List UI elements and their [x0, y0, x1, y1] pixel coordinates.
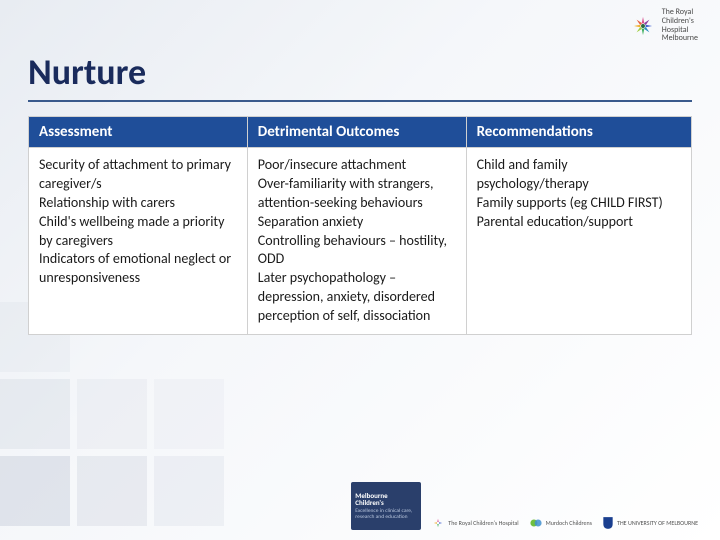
table-header-row: Assessment Detrimental Outcomes Recommen…: [29, 117, 692, 148]
partner-logo-unimelb: THE UNIVERSITY OF MELBOURNE: [602, 516, 698, 530]
starburst-icon: [431, 516, 445, 530]
melbourne-childrens-badge: Melbourne Children's Excellence in clini…: [351, 482, 421, 530]
cell-recommendations: Child and family psychology/therapyFamil…: [466, 148, 691, 335]
slide-title: Nurture: [28, 50, 692, 102]
logo-line4: Melbourne: [662, 34, 698, 43]
partner-logo-murdoch: Murdoch Childrens: [529, 516, 592, 530]
starburst-icon: [630, 13, 656, 39]
partner1-label: The Royal Children's Hospital: [448, 520, 518, 526]
cell-assessment: Security of attachment to primary caregi…: [29, 148, 248, 335]
badge-title: Melbourne Children's: [355, 492, 417, 506]
partner3-label: THE UNIVERSITY OF MELBOURNE: [617, 520, 698, 526]
partner2-label: Murdoch Childrens: [546, 520, 592, 526]
circles-icon: [529, 516, 543, 530]
badge-sub: Excellence in clinical care, research an…: [355, 508, 417, 520]
cell-outcomes: Poor/insecure attachmentOver-familiarity…: [247, 148, 466, 335]
content-table: Assessment Detrimental Outcomes Recommen…: [28, 116, 692, 335]
crest-icon: [602, 516, 614, 530]
partner-logo-rch: The Royal Children's Hospital: [431, 516, 518, 530]
col-assessment: Assessment: [29, 117, 248, 148]
col-outcomes: Detrimental Outcomes: [247, 117, 466, 148]
rch-logo: The Royal Children's Hospital Melbourne: [630, 8, 698, 43]
table-row: Security of attachment to primary caregi…: [29, 148, 692, 335]
col-recommendations: Recommendations: [466, 117, 691, 148]
footer-logos: Melbourne Children's Excellence in clini…: [351, 482, 698, 530]
